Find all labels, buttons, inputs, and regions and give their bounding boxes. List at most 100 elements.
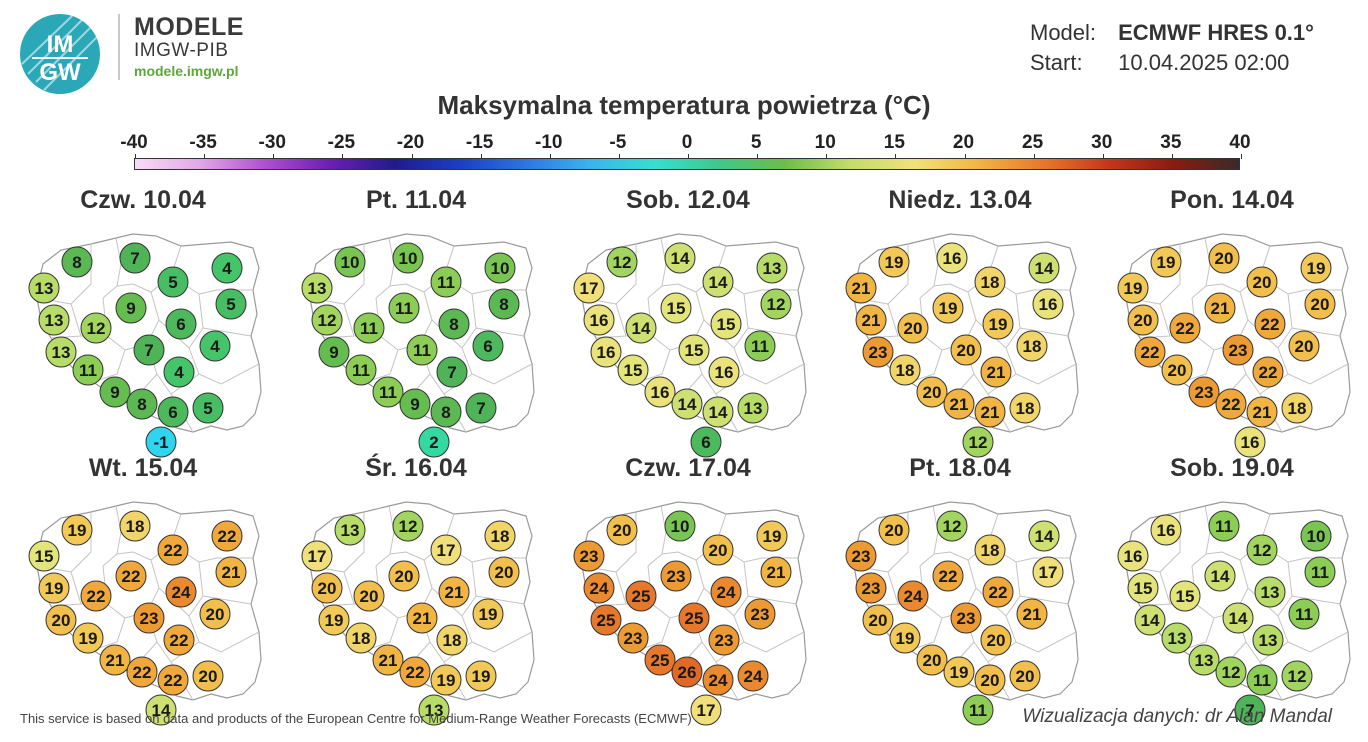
temperature-value: 21: [1253, 403, 1272, 422]
temperature-marker: 13: [1252, 624, 1284, 656]
temperature-value: 13: [744, 399, 763, 418]
temperature-marker: 12: [1281, 660, 1313, 692]
temperature-marker: 11: [1288, 598, 1320, 630]
temperature-marker-circle: [606, 246, 638, 278]
temperature-marker-circle: [625, 312, 657, 344]
temperature-value: 12: [1288, 667, 1307, 686]
temperature-value: 23: [140, 609, 159, 628]
temperature-value: 11: [751, 337, 769, 356]
temperature-marker: 11: [353, 312, 385, 344]
temperature-marker-circle: [1254, 308, 1286, 340]
temperature-marker: 6: [157, 396, 189, 428]
temperature-marker: 13: [1188, 644, 1220, 676]
brand-url[interactable]: modele.imgw.pl: [134, 63, 239, 79]
temperature-value: 7: [476, 399, 485, 418]
temperature-value: 20: [1168, 361, 1187, 380]
temperature-marker: 20: [1009, 660, 1041, 692]
temperature-value: 8: [499, 295, 508, 314]
temperature-value: 18: [1288, 399, 1307, 418]
temperature-value: 14: [632, 319, 651, 338]
scale-tick-labels: -40 -35 -30 -25 -20 -15 -10 -5 0 5 10 15 20 25 30 35 40: [120, 132, 1260, 156]
temperature-marker-circle: [936, 510, 968, 542]
region-border: [637, 349, 671, 383]
scale-tick: 5: [750, 132, 762, 153]
scale-tick-mark: [1033, 154, 1035, 159]
temperature-marker-circle: [399, 388, 431, 420]
temperature-value: 20: [1253, 273, 1272, 292]
temperature-marker-circle: [353, 580, 385, 612]
temperature-value: 8: [441, 403, 450, 422]
temperature-marker-circle: [311, 572, 343, 604]
temperature-marker-circle: [438, 576, 470, 608]
temperature-marker-circle: [1188, 376, 1220, 408]
temperature-marker: 21: [372, 644, 404, 676]
temperature-marker-circle: [472, 598, 504, 630]
temperature-marker: 22: [157, 534, 189, 566]
temperature-marker-circle: [1252, 624, 1284, 656]
temperature-value: 17: [1039, 563, 1058, 582]
temperature-marker-circle: [38, 304, 70, 336]
temperature-marker: 22: [1215, 388, 1247, 420]
temperature-value: 14: [678, 395, 697, 414]
temperature-marker-circle: [301, 540, 333, 572]
region-border: [647, 237, 667, 299]
temperature-value: 14: [1035, 259, 1054, 278]
temperature-marker: 13: [38, 304, 70, 336]
temperature-marker-circle: [1188, 644, 1220, 676]
temperature-marker: 19: [1300, 252, 1332, 284]
region-border: [1191, 237, 1211, 299]
temperature-marker: 21: [980, 356, 1012, 388]
temperature-marker-circle: [215, 556, 247, 588]
temperature-value: 24: [709, 671, 728, 690]
scale-tick-mark: [757, 154, 759, 159]
temperature-value: 23: [715, 631, 734, 650]
temperature-marker-circle: [702, 266, 734, 298]
temperature-value: 14: [152, 701, 171, 720]
scale-tick: -30: [258, 132, 286, 153]
temperature-value: 17: [697, 701, 716, 720]
temperature-value: 20: [981, 671, 1000, 690]
temperature-value: 22: [164, 541, 183, 560]
temperature-marker: 10: [392, 242, 424, 274]
region-border: [919, 505, 939, 567]
temperature-marker: 19: [465, 660, 497, 692]
temperature-marker-circle: [1016, 598, 1048, 630]
temperature-marker: 10: [334, 246, 366, 278]
temperature-value: 20: [709, 541, 728, 560]
temperature-marker-circle: [388, 560, 420, 592]
temperature-value: 22: [1222, 395, 1241, 414]
region-border: [92, 617, 126, 651]
temperature-marker-circle: [897, 312, 929, 344]
temperature-marker-circle: [974, 534, 1006, 566]
temperature-marker-circle: [744, 598, 776, 630]
temperature-marker: 23: [845, 540, 877, 572]
temperature-marker: 11: [345, 354, 377, 386]
temperature-value: 20: [206, 605, 225, 624]
temperature-value: 21: [222, 563, 241, 582]
temperature-marker: 15: [1127, 572, 1159, 604]
scale-tick: 15: [883, 132, 905, 153]
temperature-value: 20: [52, 611, 71, 630]
temperature-marker: 16: [583, 304, 615, 336]
scale-tick-mark: [826, 154, 828, 159]
temperature-marker: 25: [678, 602, 710, 634]
temperature-marker-circle: [1117, 540, 1149, 572]
poland-map: 19 20 19 20 19 21 20 20 22 22 22 23 20 22 20 23 22 21 18 16: [1117, 233, 1351, 458]
temperature-marker-circle: [671, 388, 703, 420]
temperature-value: 7: [130, 249, 139, 268]
temperature-marker: 24: [737, 660, 769, 692]
temperature-marker: 10: [1300, 520, 1332, 552]
temperature-marker-circle: [119, 510, 151, 542]
region-border: [919, 237, 939, 299]
temperature-value: 11: [1311, 563, 1329, 582]
temperature-marker: 20: [878, 514, 910, 546]
temperature-value: 18: [126, 517, 145, 536]
temperature-marker: 21: [943, 388, 975, 420]
temperature-value: 6: [176, 315, 185, 334]
temperature-marker: 18: [1009, 392, 1041, 424]
poland-map: 19 16 21 18 14 19 16 21 20 19 23 20 18 21 18 20 21 21 18 12: [845, 233, 1079, 458]
temperature-marker-circle: [126, 656, 158, 688]
region-border: [92, 349, 126, 383]
temperature-value: 19: [68, 521, 87, 540]
temperature-value: 2: [429, 433, 438, 452]
